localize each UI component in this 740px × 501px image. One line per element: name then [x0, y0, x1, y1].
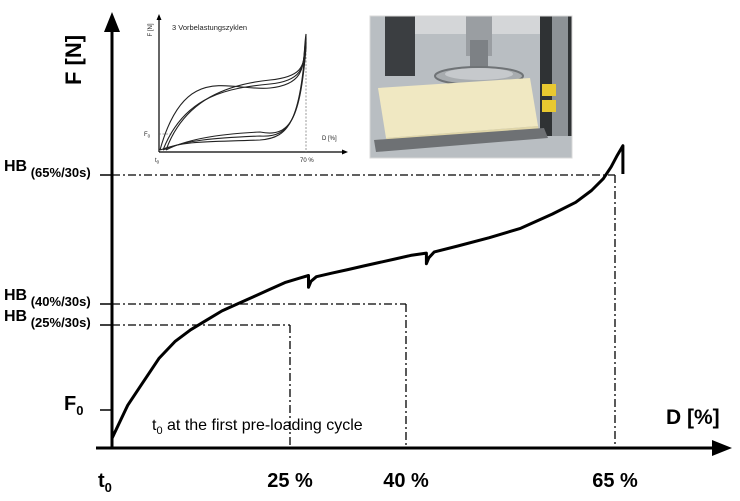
inset-y-label: F [N] [148, 23, 154, 36]
x-tick-label-0: t0 [98, 470, 112, 495]
annotation-post: at the first pre-loading cycle [163, 417, 363, 434]
y-axis-label: F [N] [61, 35, 86, 85]
inset-loop-2 [165, 41, 307, 151]
inset-x-label: D [%] [322, 136, 337, 142]
inset-loop-1 [162, 37, 307, 151]
x-tick-label-2: 40 % [383, 470, 429, 492]
inset-title: 3 Vorbelastungszyklen [172, 23, 247, 32]
inset-x-tick-70: 70 % [300, 158, 314, 164]
annotation-sub: 0 [156, 425, 162, 437]
x-axis-arrow [712, 440, 732, 456]
y-tick-label-3: HB (65%/30s) [4, 158, 91, 180]
inset-loop-0 [159, 33, 307, 151]
x-tick-labels: t0 25 % 40 % 65 % [98, 470, 638, 495]
x-axis-label: D [%] [666, 406, 720, 429]
inset-chart: 3 Vorbelastungszyklen F [N] D [%] F0 t0 … [142, 8, 352, 168]
y-tick-labels: F0 HB (25%/30s)HB (40%/30s) HB (65%/30s) [4, 158, 91, 418]
reference-lines [100, 174, 616, 448]
annotation-text: t0 at the first pre-loading cycle [152, 417, 363, 437]
y-tick-label-2: HB (40%/30s) [4, 287, 91, 309]
y-tick-label-0: F0 [64, 393, 83, 418]
inset-hysteresis-loops [159, 33, 307, 151]
y-axis-arrow [104, 12, 120, 32]
y-tick-label-1: HB (25%/30s) [4, 308, 91, 330]
foam-compression-test-machine-photo [369, 15, 573, 159]
series-line-force-deformation [110, 144, 625, 439]
inset-y-tick-f0: F0 [144, 132, 151, 139]
x-tick-label-1: 25 % [267, 470, 313, 492]
annotation-pre: t [152, 417, 157, 434]
x-tick-label-3: 65 % [592, 470, 638, 492]
inset-x-tick-t0: t0 [155, 158, 160, 165]
